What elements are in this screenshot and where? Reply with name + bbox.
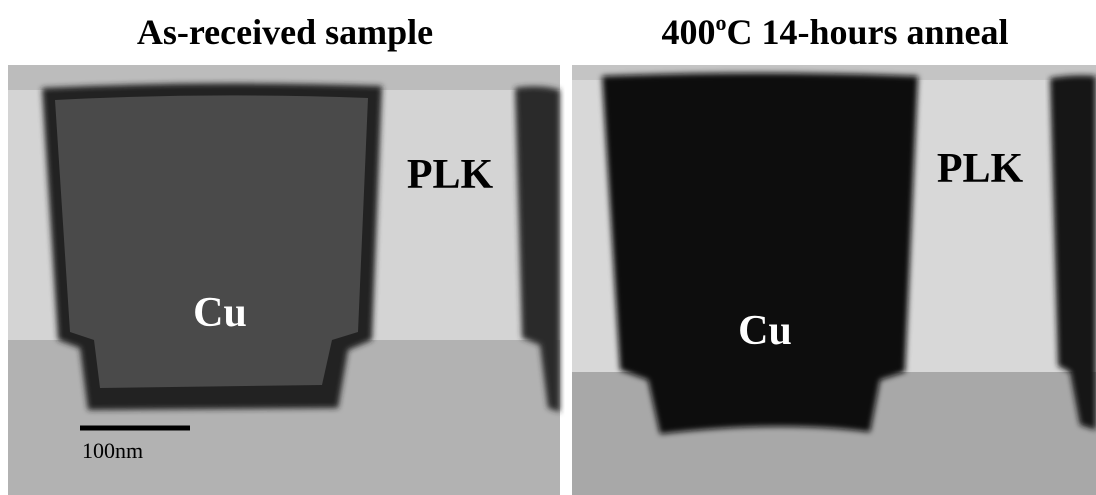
tem-image-left: 100nm PLK Cu	[8, 65, 560, 495]
cu-grain	[55, 95, 368, 388]
figure: As-received sample 400oC 14-hours anneal…	[0, 0, 1096, 495]
cu-line	[602, 73, 918, 434]
title-number: 400	[661, 12, 715, 52]
panel-title: 400oC 14-hours anneal	[661, 10, 1008, 52]
title-superscript: o	[715, 10, 726, 35]
cu-label: Cu	[738, 308, 792, 354]
tem-image-right: PLK Cu	[572, 65, 1096, 495]
panel-title: As-received sample	[137, 12, 433, 52]
cu-label: Cu	[193, 290, 247, 336]
title-rest: C 14-hours anneal	[726, 12, 1008, 52]
plk-label: PLK	[937, 146, 1024, 192]
scale-label: 100nm	[82, 438, 143, 463]
plk-label: PLK	[407, 152, 494, 198]
